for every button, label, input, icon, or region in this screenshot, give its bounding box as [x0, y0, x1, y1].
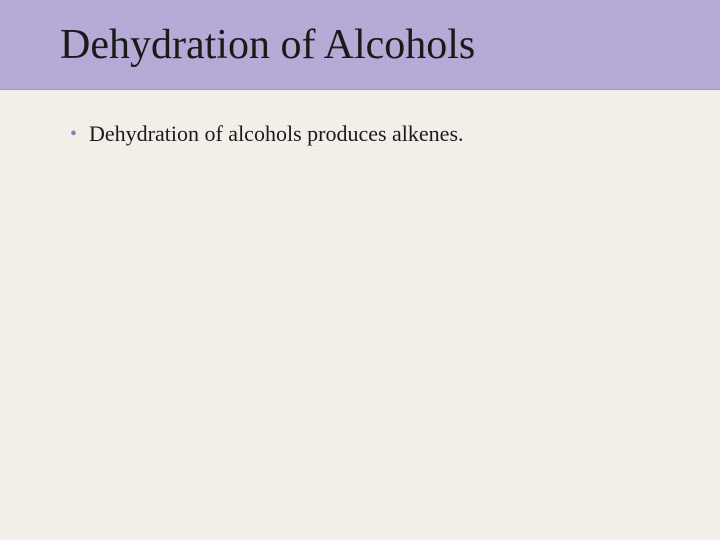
content-area: • Dehydration of alcohols produces alken…	[0, 90, 720, 178]
bullet-marker-icon: •	[70, 120, 77, 148]
bullet-text: Dehydration of alcohols produces alkenes…	[89, 120, 464, 148]
list-item: • Dehydration of alcohols produces alken…	[70, 120, 650, 148]
slide-title: Dehydration of Alcohols	[60, 21, 475, 69]
title-header-band: Dehydration of Alcohols	[0, 0, 720, 90]
